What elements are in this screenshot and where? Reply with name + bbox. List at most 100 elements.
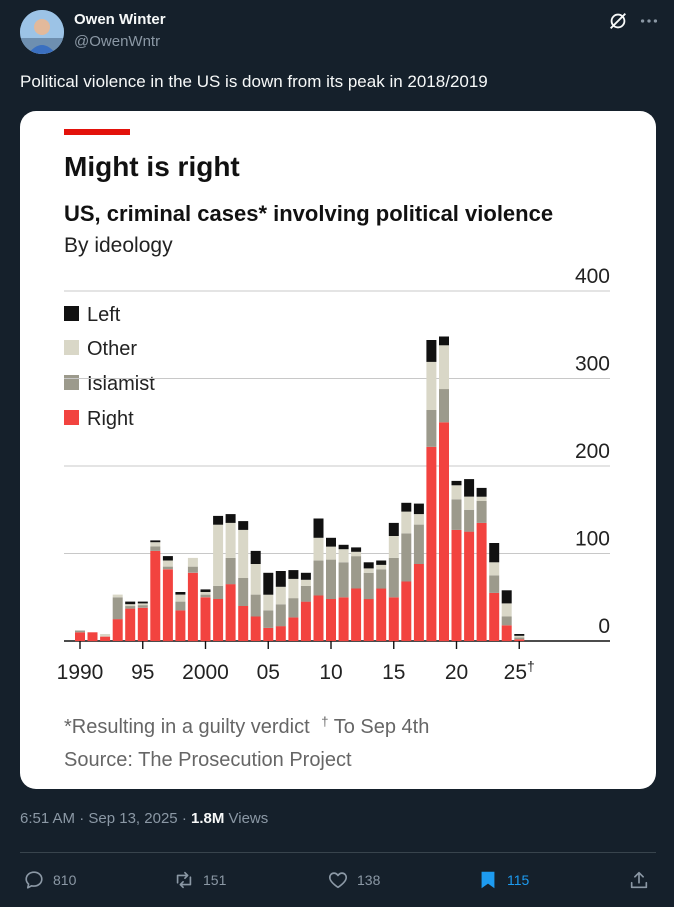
bar-other-2005 — [263, 594, 274, 611]
bar-right-2011 — [338, 597, 349, 642]
tweet-date[interactable]: Sep 13, 2025 — [88, 810, 178, 827]
bar-other-2016 — [401, 511, 412, 534]
bar-islamist-2003 — [238, 578, 249, 606]
bar-other-2022 — [476, 496, 487, 501]
chart-subtitle-2: By ideology — [64, 234, 173, 257]
legend-swatch-islamist — [64, 375, 79, 390]
bar-left-2023 — [489, 543, 500, 563]
bar-other-2020 — [451, 485, 462, 500]
bar-other-2023 — [489, 562, 500, 576]
meta-separator: · — [79, 810, 85, 827]
bar-other-1994 — [125, 604, 136, 607]
views-label: Views — [228, 810, 269, 827]
bookmark-icon — [481, 871, 495, 889]
bar-left-2024 — [501, 590, 512, 604]
bar-left-1997 — [162, 556, 173, 561]
bar-islamist-1999 — [187, 566, 198, 573]
legend-label-islamist: Islamist — [87, 373, 155, 395]
grok-icon[interactable] — [607, 10, 629, 32]
footnote-text-2: To Sep 4th — [334, 716, 430, 738]
bar-other-2003 — [238, 529, 249, 578]
bar-other-1997 — [162, 560, 173, 567]
share-button[interactable] — [628, 867, 650, 893]
y-tick-label: 200 — [575, 440, 610, 463]
bar-right-2017 — [413, 564, 424, 641]
bar-islamist-1997 — [162, 566, 173, 570]
meta-separator: · — [181, 810, 187, 827]
bar-right-2002 — [225, 584, 236, 641]
bar-right-2019 — [439, 422, 449, 642]
bar-right-2004 — [250, 616, 261, 641]
legend-swatch-right — [64, 410, 79, 425]
bar-other-2018 — [426, 361, 437, 410]
bar-other-2004 — [250, 564, 261, 595]
bar-right-2009 — [313, 595, 324, 641]
x-tick-label: 25† — [504, 658, 535, 684]
bar-islamist-2025 — [514, 637, 525, 640]
bar-islamist-2008 — [300, 585, 311, 602]
bar-right-2022 — [476, 522, 487, 641]
bar-right-2018 — [426, 446, 437, 642]
bar-right-2003 — [238, 606, 249, 641]
bar-other-2015 — [388, 536, 399, 558]
chart-title: Might is right — [64, 151, 240, 182]
bar-other-2011 — [338, 549, 349, 563]
bar-other-2010 — [326, 546, 336, 560]
bar-other-2012 — [351, 551, 362, 557]
legend-label-left: Left — [87, 304, 121, 326]
chart-subtitle: US, criminal cases* involving political … — [64, 201, 553, 226]
chart-title-bar — [64, 129, 130, 135]
legend-swatch-other — [64, 340, 79, 355]
bar-other-2021 — [464, 496, 475, 510]
bar-islamist-2005 — [263, 610, 274, 628]
bar-other-2017 — [413, 514, 424, 525]
x-tick-label: 95 — [131, 661, 154, 684]
bar-right-2020 — [451, 529, 462, 641]
x-tick-label: 10 — [319, 661, 342, 684]
bar-other-2009 — [313, 537, 324, 561]
x-tick-label: 15 — [382, 661, 405, 684]
chart-image[interactable]: Might is right US, criminal cases* invol… — [20, 111, 656, 789]
bar-right-2025 — [514, 639, 525, 642]
bar-left-2014 — [376, 560, 387, 565]
tweet-time[interactable]: 6:51 AM — [20, 810, 76, 827]
bar-left-2000 — [200, 589, 211, 592]
bar-left-1994 — [125, 601, 136, 605]
bar-left-2021 — [464, 479, 475, 497]
bar-left-1995 — [137, 601, 148, 604]
bar-islamist-2021 — [464, 509, 475, 532]
footnote-text: *Resulting in a guilty verdict — [64, 716, 310, 738]
bar-right-2000 — [200, 597, 211, 642]
bar-left-2011 — [338, 544, 349, 550]
author-name[interactable]: Owen Winter — [74, 11, 166, 28]
chart-svg: Might is right US, criminal cases* invol… — [57, 129, 610, 771]
bar-islamist-2015 — [388, 557, 399, 598]
x-tick-label: 05 — [257, 661, 280, 684]
more-icon[interactable] — [638, 10, 660, 32]
bookmark-button[interactable]: 115 — [477, 867, 529, 893]
bar-right-2008 — [300, 601, 311, 641]
bar-other-1999 — [187, 557, 198, 567]
bar-other-2000 — [200, 592, 211, 595]
bar-right-2007 — [288, 617, 299, 641]
bar-left-2006 — [275, 571, 286, 587]
x-tick-label: 2000 — [182, 661, 229, 684]
avatar[interactable] — [20, 10, 64, 54]
bar-other-2007 — [288, 578, 299, 599]
bar-islamist-2018 — [426, 410, 437, 447]
like-button[interactable]: 138 — [327, 867, 380, 893]
bar-other-2002 — [225, 522, 236, 558]
bar-right-1994 — [125, 608, 136, 641]
chart-footnote: *Resulting in a guilty verdict † To Sep … — [64, 709, 429, 738]
bar-left-2009 — [313, 518, 324, 538]
y-tick-label: 100 — [575, 528, 610, 551]
avatar-image — [20, 10, 64, 54]
bar-right-1992 — [100, 636, 111, 641]
footnote-dagger: † — [321, 714, 328, 729]
bar-other-1992 — [100, 634, 111, 637]
y-tick-label: 0 — [598, 615, 610, 638]
reply-button[interactable]: 810 — [23, 867, 76, 893]
repost-count: 151 — [203, 872, 227, 888]
repost-button[interactable]: 151 — [173, 867, 226, 893]
author-handle[interactable]: @OwenWntr — [74, 33, 161, 50]
